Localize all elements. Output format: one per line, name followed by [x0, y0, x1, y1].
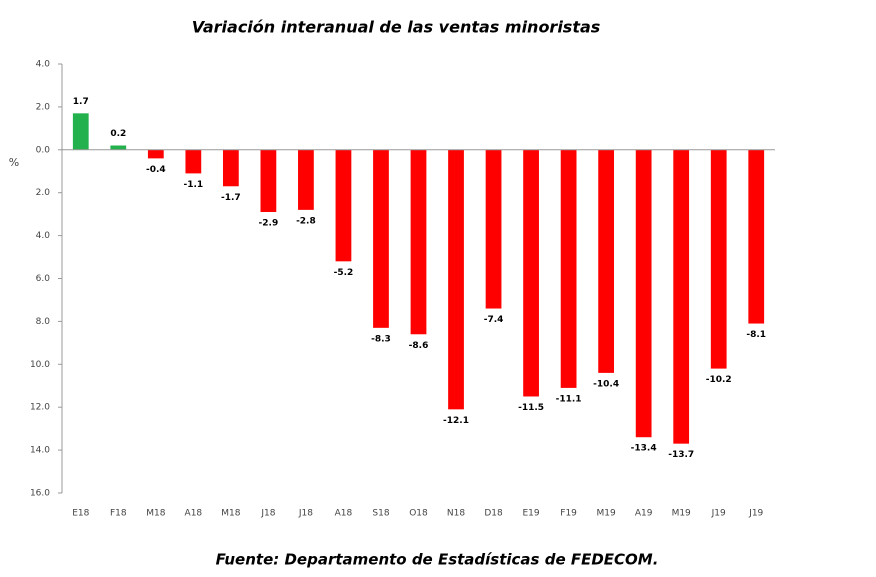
bar	[410, 149, 427, 335]
y-tick-label: 10.0	[30, 360, 50, 370]
x-tick-label: E18	[72, 509, 89, 519]
x-tick-label: J19	[748, 509, 763, 519]
bar	[72, 113, 89, 150]
bar	[635, 149, 652, 438]
x-tick-label: M19	[597, 509, 616, 519]
source: Fuente: Departamento de Estadísticas de …	[216, 551, 659, 569]
y-tick-label: 14.0	[30, 446, 50, 456]
y-axis-label: %	[9, 156, 19, 169]
y-tick-label: 2.0	[36, 102, 51, 112]
x-tick-label: F19	[560, 509, 577, 519]
bar	[710, 149, 727, 369]
x-tick-label: F18	[110, 509, 127, 519]
value-label: -10.2	[706, 375, 732, 385]
x-tick-label: M18	[221, 509, 240, 519]
bar	[260, 149, 277, 213]
x-tick-label: J18	[260, 509, 275, 519]
value-label: -1.1	[183, 180, 203, 190]
chart-title: Variación interanual de las ventas minor…	[192, 18, 601, 37]
bar	[335, 149, 352, 262]
bar	[748, 149, 765, 324]
value-label: -2.9	[259, 219, 279, 229]
value-label: -10.4	[593, 379, 619, 389]
value-label: -7.4	[484, 315, 504, 325]
value-label: 0.2	[110, 129, 126, 139]
bar	[523, 149, 539, 397]
value-label: -1.7	[221, 193, 241, 203]
value-label: -8.1	[746, 330, 766, 340]
y-tick-label: 6.0	[36, 274, 51, 284]
x-tick-label: A18	[185, 509, 203, 519]
x-tick-label: M18	[146, 509, 165, 519]
y-tick-label: 4.0	[36, 231, 51, 241]
bar	[448, 149, 464, 410]
bar	[560, 149, 577, 388]
y-tick-label: 8.0	[36, 317, 51, 327]
bar	[147, 149, 164, 159]
value-label: -8.3	[371, 334, 391, 344]
x-tick-label: J19	[711, 509, 726, 519]
x-tick-label: A18	[335, 509, 353, 519]
x-tick-label: J18	[298, 509, 313, 519]
x-tick-label: N18	[447, 509, 465, 519]
x-tick-label: M19	[672, 509, 691, 519]
bar	[110, 145, 127, 150]
bar	[598, 149, 615, 373]
bar	[673, 149, 690, 444]
x-tick-label: O18	[409, 509, 428, 519]
bar	[298, 149, 314, 210]
bar	[373, 149, 389, 328]
value-label: -12.1	[443, 416, 469, 426]
bar	[485, 149, 502, 309]
bar	[222, 149, 239, 187]
value-label: -11.1	[556, 394, 582, 404]
value-label: -2.8	[296, 216, 316, 226]
x-tick-label: S18	[372, 509, 389, 519]
value-label: -13.4	[631, 444, 657, 454]
y-tick-label: 12.0	[30, 403, 50, 413]
value-label: -5.2	[334, 268, 354, 278]
y-tick-label: 0.0	[36, 145, 51, 155]
x-tick-label: E19	[523, 509, 540, 519]
y-tick-label: 2.0	[36, 188, 51, 198]
value-label: 1.7	[73, 97, 89, 107]
value-label: -13.7	[668, 450, 694, 460]
bar	[185, 149, 202, 174]
x-tick-label: A19	[635, 509, 653, 519]
y-tick-label: 16.0	[30, 489, 50, 499]
value-label: -8.6	[409, 341, 429, 351]
value-label: -11.5	[518, 403, 544, 413]
value-label: -0.4	[146, 165, 166, 175]
x-tick-label: D18	[484, 509, 503, 519]
y-tick-label: 4.0	[36, 60, 51, 70]
